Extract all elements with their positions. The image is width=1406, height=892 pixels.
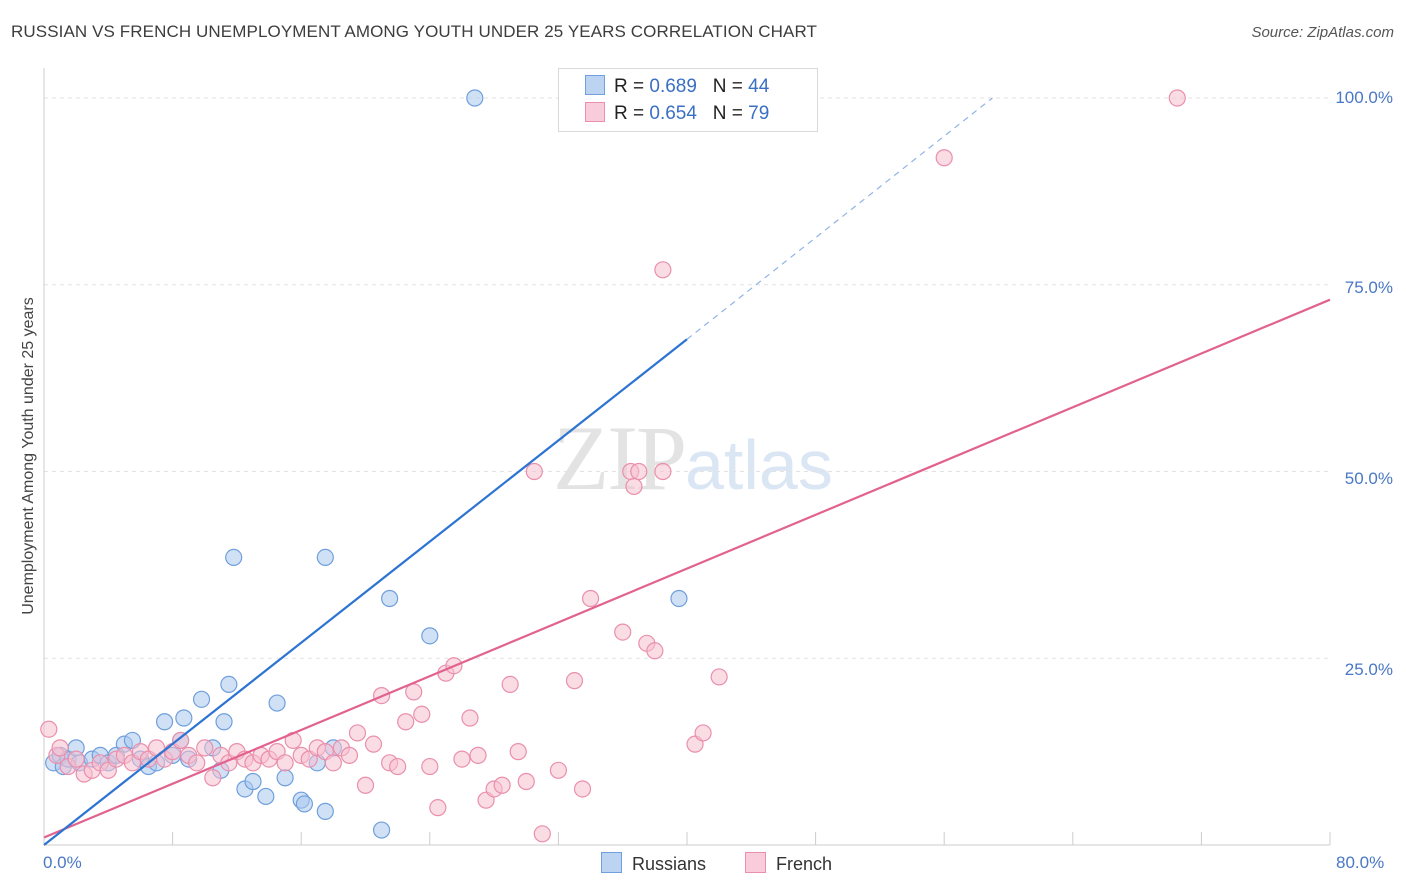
russians-point — [670, 589, 688, 608]
y-tick-label: 100.0% — [1335, 88, 1393, 107]
y-tick-label: 50.0% — [1344, 469, 1393, 488]
french-point — [348, 724, 367, 742]
russians-point — [155, 713, 174, 731]
russians-point — [244, 772, 262, 791]
r-label: R = — [614, 103, 645, 124]
french-point — [710, 668, 728, 686]
legend-label-russians: Russians — [632, 854, 707, 874]
russians-point — [225, 548, 243, 567]
french-point — [196, 739, 214, 757]
x-tick-label: 0.0% — [43, 853, 82, 872]
french-r-value: 0.654 — [649, 103, 697, 124]
russians-legend-swatch — [601, 852, 622, 873]
french-point — [509, 743, 527, 761]
french-point — [340, 746, 359, 764]
french-point — [188, 754, 206, 772]
correlation-legend: R = 0.689 N = 44 R = 0.654 N = 79 — [558, 68, 818, 132]
french-point — [204, 769, 222, 787]
french-point — [1168, 89, 1186, 107]
french-point — [51, 739, 69, 757]
french-point — [614, 623, 632, 641]
russians-point — [372, 821, 391, 839]
french-legend-swatch — [745, 852, 766, 873]
legend-label-french: French — [776, 854, 833, 874]
russians-trendline — [43, 338, 688, 846]
legend-row-russians: R = 0.689 N = 44 — [585, 75, 769, 101]
watermark-atlas: atlas — [685, 426, 833, 504]
russians-trendline-extension — [686, 97, 993, 340]
french-point — [389, 757, 407, 776]
legend-item-russians: Russians — [601, 852, 706, 875]
french-point — [67, 750, 85, 768]
x-tick-label: 80.0% — [1336, 853, 1385, 872]
french-point — [364, 735, 383, 753]
french-point — [461, 709, 479, 727]
russians-point — [268, 694, 286, 712]
french-n-value: 79 — [748, 103, 770, 124]
french-point — [501, 675, 519, 693]
french-point — [565, 672, 584, 690]
french-point — [625, 477, 643, 496]
french-point — [429, 799, 447, 817]
russians-point — [466, 89, 484, 107]
russians-point — [381, 589, 399, 608]
russians-point — [257, 787, 275, 806]
french-trendline — [43, 298, 1331, 839]
french-point — [276, 754, 294, 772]
french-point — [469, 746, 487, 764]
russians-swatch — [585, 75, 605, 95]
russians-point — [220, 675, 238, 693]
french-point — [40, 720, 58, 738]
n-label: N = — [712, 103, 743, 124]
source-label: Source: ZipAtlas.com — [1251, 24, 1394, 41]
french-point — [581, 589, 600, 608]
french-point — [453, 750, 471, 768]
russians-r-value: 0.689 — [649, 76, 697, 97]
y-tick-label: 25.0% — [1344, 660, 1393, 679]
french-point — [694, 724, 712, 742]
watermark-zip: ZIP — [553, 407, 687, 509]
french-point — [935, 149, 953, 167]
french-point — [533, 825, 551, 843]
y-tick-label: 75.0% — [1344, 278, 1393, 297]
russians-point — [192, 690, 211, 708]
french-point — [525, 462, 543, 481]
french-point — [172, 731, 190, 750]
french-point — [324, 754, 342, 772]
french-point — [654, 261, 672, 279]
russians-point — [295, 795, 314, 813]
r-label: R = — [614, 76, 645, 97]
french-point — [413, 705, 431, 723]
n-label: N = — [712, 76, 743, 97]
russians-point — [421, 627, 439, 645]
chart-title: RUSSIAN VS FRENCH UNEMPLOYMENT AMONG YOU… — [11, 22, 818, 41]
legend-row-french: R = 0.654 N = 79 — [585, 102, 769, 128]
russians-point — [316, 548, 334, 567]
russians-point — [215, 713, 233, 731]
russians-n-value: 44 — [748, 76, 770, 97]
russians-point — [316, 802, 334, 820]
french-point — [646, 642, 664, 660]
russians-point — [175, 709, 193, 727]
french-swatch — [585, 102, 605, 122]
french-point — [573, 780, 592, 798]
french-point — [630, 462, 648, 481]
french-point — [397, 713, 415, 731]
watermark: ZIPatlas — [553, 405, 833, 511]
legend-item-french: French — [745, 852, 832, 875]
french-point — [517, 772, 535, 791]
french-point — [654, 462, 672, 481]
french-point — [549, 761, 568, 779]
russians-point — [276, 769, 294, 787]
french-point — [493, 776, 511, 794]
french-point — [421, 757, 439, 776]
french-point — [356, 776, 375, 794]
